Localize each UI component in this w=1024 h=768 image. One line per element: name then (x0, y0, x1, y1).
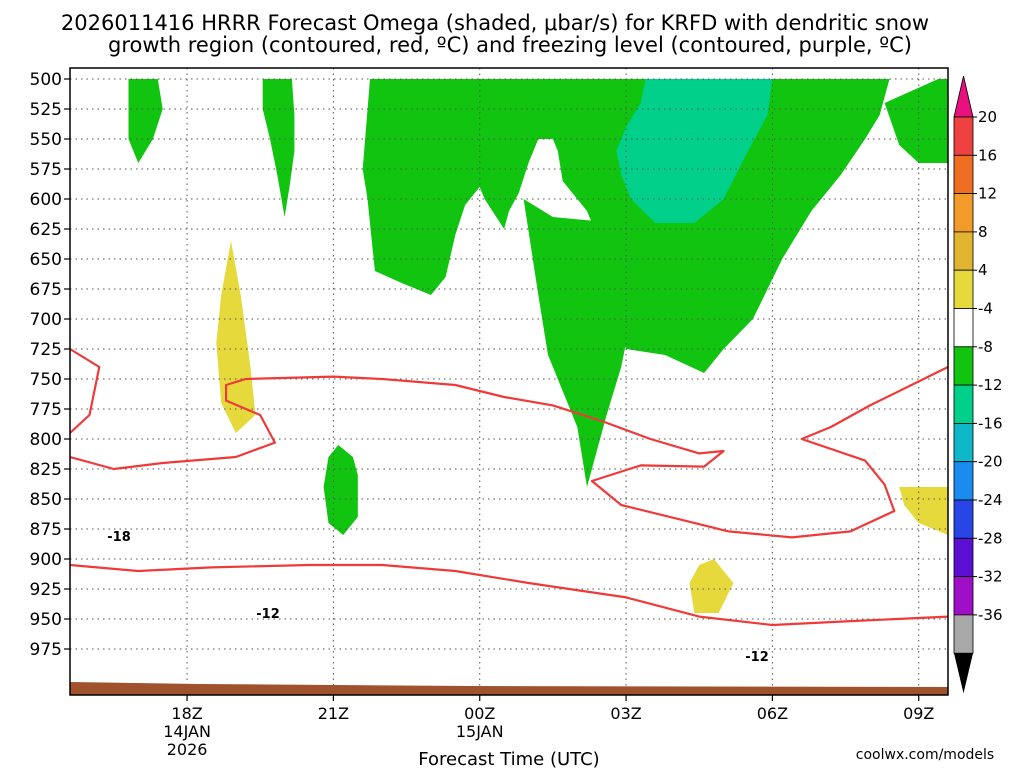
contour-label: -18 (107, 530, 131, 545)
x-tick-sublabel: 2026 (167, 740, 208, 759)
x-tick-label: 06Z (757, 704, 788, 723)
colorbar-label: -32 (978, 568, 1003, 586)
omega-region-green-strip-2 (262, 79, 295, 217)
colorbar-bin (953, 75, 974, 118)
x-tick-sublabel: 14JAN (163, 722, 211, 741)
colorbar-label: -36 (978, 606, 1003, 624)
y-tick-label: 525 (30, 100, 62, 120)
omega-region-teal-core (616, 79, 773, 223)
y-tick-label: 500 (30, 70, 62, 90)
terrain-surface (70, 682, 948, 695)
grid-lines (70, 68, 948, 695)
contour-label: -12 (745, 650, 769, 665)
x-tick-label: 09Z (903, 704, 934, 723)
y-tick-label: 900 (30, 550, 62, 570)
omega-region-yellow-small-blob (689, 559, 734, 613)
colorbar-bin (953, 154, 974, 195)
y-tick-label: 650 (30, 250, 62, 270)
x-tick-sublabel: 15JAN (456, 722, 504, 741)
plot-frame (69, 67, 949, 696)
y-tick-label: 700 (30, 310, 62, 330)
colorbar-bin (953, 499, 974, 539)
y-tick-label: 550 (30, 130, 62, 150)
colorbar-bin (953, 614, 974, 654)
colorbar-label: -12 (978, 376, 1003, 394)
colorbar-label: -28 (978, 529, 1003, 547)
footer-url: coolwx.com/models (856, 747, 994, 763)
colorbar-label: -24 (978, 491, 1003, 509)
colorbar-label: 4 (978, 261, 988, 279)
colorbar-label: 20 (978, 108, 997, 126)
dgz-contour-upper (70, 348, 101, 434)
colorbar-label: -8 (978, 338, 993, 356)
dgz-contour-lower (70, 563, 948, 627)
dgz-contour-main (70, 366, 948, 539)
y-tick-label: 575 (30, 160, 62, 180)
y-tick-label: 800 (30, 430, 62, 450)
y-tick-label: 725 (30, 340, 62, 360)
y-tick-label: 600 (30, 190, 62, 210)
y-tick-label: 775 (30, 400, 62, 420)
omega-region-yellow-right-blob (899, 487, 948, 535)
omega-region-green-small-blob (323, 445, 358, 535)
y-tick-label: 750 (30, 370, 62, 390)
colorbar-label: 12 (978, 185, 997, 203)
chart-title-line1: 2026011416 HRRR Forecast Omega (shaded, … (61, 11, 929, 35)
colorbar-bin (953, 269, 974, 309)
x-tick-label: 03Z (610, 704, 641, 723)
x-axis-title: Forecast Time (UTC) (418, 749, 599, 768)
colorbar: 20 16 12 8 4 -4 -8 -12 -16 -20 -24 -28 -32 -36 (953, 75, 1003, 694)
dgz-contours (70, 348, 948, 627)
omega-region-green-right-top (884, 79, 948, 163)
y-tick-label: 675 (30, 280, 62, 300)
colorbar-bin (953, 193, 974, 233)
y-tick-label: 875 (30, 520, 62, 540)
y-tick-label: 825 (30, 460, 62, 480)
colorbar-bin (953, 422, 974, 463)
y-tick-label: 975 (30, 640, 62, 660)
pressure-axis: 500 525 550 575 600 625 650 675 700 725 750 775 800 8… (30, 70, 70, 660)
chart-title-line2: growth region (contoured, red, ºC) and f… (108, 33, 912, 57)
colorbar-label: -4 (978, 300, 993, 318)
colorbar-label: -16 (978, 414, 1003, 432)
colorbar-bin (953, 461, 974, 501)
omega-region-green-tongue (523, 199, 631, 487)
y-tick-label: 950 (30, 610, 62, 630)
contour-label: -12 (256, 607, 280, 622)
colorbar-bin (953, 537, 974, 577)
colorbar-label: 16 (978, 146, 997, 164)
contour-labels: -18 -12 -12 (107, 530, 769, 665)
colorbar-bin (953, 231, 974, 271)
x-tick-label: 21Z (318, 704, 349, 723)
colorbar-label: -20 (978, 453, 1003, 471)
y-tick-label: 625 (30, 220, 62, 240)
omega-shading (128, 79, 948, 613)
colorbar-bin (953, 384, 974, 424)
y-tick-label: 925 (30, 580, 62, 600)
colorbar-bin (953, 116, 974, 156)
omega-region-green-strip-1 (128, 79, 163, 163)
omega-region-green-main (362, 79, 890, 373)
colorbar-label: 8 (978, 223, 988, 241)
x-tick-label: 18Z (171, 704, 202, 723)
y-tick-label: 850 (30, 490, 62, 510)
x-tick-label: 00Z (464, 704, 495, 723)
colorbar-bin (953, 346, 974, 386)
colorbar-bin (953, 576, 974, 616)
colorbar-bin (953, 308, 974, 348)
colorbar-bin (954, 653, 973, 694)
